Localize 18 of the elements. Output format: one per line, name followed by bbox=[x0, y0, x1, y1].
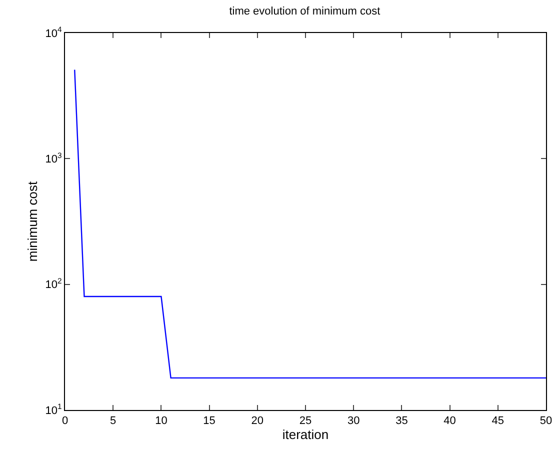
y-tick-label: 10$^{4}$ bbox=[45, 25, 63, 40]
x-tick-label: 20 bbox=[251, 415, 264, 428]
y-tick-label: 10$^{3}$ bbox=[45, 150, 62, 166]
x-tick-label: 15 bbox=[203, 415, 216, 428]
y-axis-title: minimum cost bbox=[25, 181, 40, 262]
x-tick-label: 35 bbox=[396, 415, 408, 428]
x-tick-label: 10 bbox=[155, 415, 168, 428]
x-tick-label: 30 bbox=[347, 415, 360, 428]
x-tick-label: 25 bbox=[299, 415, 312, 428]
x-tick-label: 0 bbox=[62, 415, 68, 428]
x-tick-label: 5 bbox=[110, 415, 116, 428]
y-tick-label: 10$^{2}$ bbox=[45, 276, 62, 292]
y-tick-label: 10$^{1}$ bbox=[45, 402, 62, 417]
x-tick-label: 50 bbox=[540, 415, 552, 428]
x-tick-label: 45 bbox=[492, 415, 504, 428]
x-axis-title: iteration bbox=[282, 427, 329, 442]
chart-title: time evolution of minimum cost bbox=[229, 5, 380, 18]
x-tick-label: 40 bbox=[444, 415, 456, 428]
